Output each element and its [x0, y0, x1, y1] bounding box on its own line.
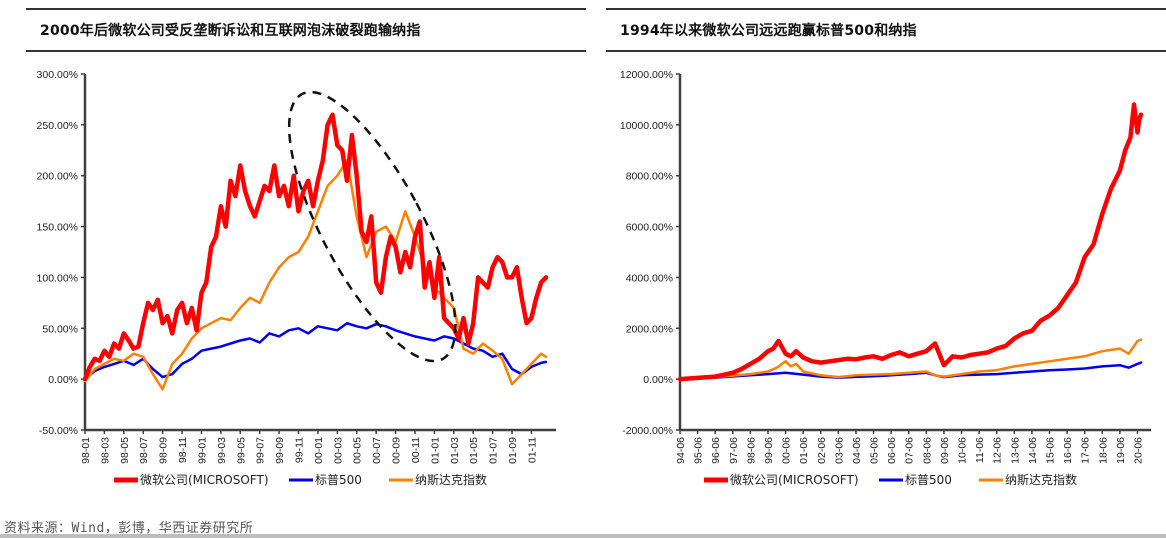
x-tick-label: 98-11: [177, 437, 189, 463]
series-line-sp500: [83, 321, 548, 381]
x-tick-label: 00-06: [781, 437, 793, 464]
x-tick-label: 08-06: [921, 437, 933, 464]
right-chart-title-bar: 1994年以来微软公司远远跑赢标普500和纳指: [606, 8, 1166, 52]
series-line-microsoft: [677, 102, 1144, 382]
x-tick-label: 17-06: [1080, 437, 1092, 464]
x-tick-label: 00-05: [352, 437, 364, 464]
x-tick-label: 07-06: [904, 437, 916, 464]
x-tick-label: 00-03: [332, 437, 344, 464]
left-chart-title-bar: 2000年后微软公司受反垄断诉讼和互联网泡沫破裂跑输纳指: [26, 8, 586, 52]
x-tick-label: 00-07: [371, 437, 383, 464]
x-tick-label: 02-06: [816, 437, 828, 464]
legend-label-microsoft: 微软公司(MICROSOFT): [730, 473, 859, 487]
x-tick-label: 98-03: [99, 437, 111, 464]
x-tick-label: 99-07: [255, 437, 267, 464]
right-chart-title: 1994年以来微软公司远远跑赢标普500和纳指: [620, 23, 917, 39]
x-tick-label: 98-01: [80, 437, 92, 464]
x-tick-label: 01-11: [526, 437, 538, 463]
y-tick-label: 300.00%: [37, 69, 78, 81]
legend-label-sp500: 标普500: [315, 473, 362, 487]
y-tick-label: 250.00%: [37, 120, 78, 132]
x-tick-label: 99-05: [235, 437, 247, 464]
x-tick-label: 99-11: [294, 437, 306, 463]
left-chart-panel: 2000年后微软公司受反垄断诉讼和互联网泡沫破裂跑输纳指 300.00% 250.…: [26, 0, 586, 500]
x-tick-label: 99-09: [274, 437, 286, 464]
x-tick-label: 99-01: [196, 437, 208, 464]
y-tick-label: 0.00%: [48, 374, 78, 386]
left-chart-title: 2000年后微软公司受反垄断诉讼和互联网泡沫破裂跑输纳指: [40, 23, 421, 39]
x-tick-label: 99-06: [763, 437, 775, 464]
x-tick-label: 05-06: [869, 437, 881, 464]
y-tick-label: -2000.00%: [622, 425, 673, 437]
y-tick-label: 4000.00%: [626, 272, 673, 284]
x-tick-label: 15-06: [1045, 437, 1057, 464]
x-tick-label: 01-06: [798, 437, 810, 464]
x-tick-label: 03-06: [833, 437, 845, 464]
x-tick-label: 09-06: [939, 437, 951, 464]
left-line-chart: 300.00% 250.00% 200.00% 150.00% 100.00% 50.00…: [37, 69, 556, 487]
y-tick-label: 50.00%: [42, 323, 78, 335]
y-tick-label: 6000.00%: [626, 222, 673, 234]
x-tick-label: 97-06: [728, 437, 740, 464]
x-tick-label: 01-09: [507, 437, 519, 464]
x-tick-label: 04-06: [851, 437, 863, 464]
y-tick-label: 8000.00%: [626, 171, 673, 183]
y-tick-label: 0.00%: [643, 374, 673, 386]
annotation-dashed-ellipse: [287, 90, 457, 363]
series-line-nasdaq: [83, 159, 548, 391]
x-tick-label: 18-06: [1097, 437, 1109, 464]
right-line-chart: 12000.00% 10000.00% 8000.00% 6000.00% 4000.0…: [620, 69, 1151, 487]
x-tick-label: 98-05: [119, 437, 131, 464]
chart-legend: 微软公司(MICROSOFT) 标普500 纳斯达克指数: [704, 472, 1077, 487]
x-tick-label: 95-06: [693, 437, 705, 464]
x-tick-label: 96-06: [710, 437, 722, 464]
x-tick-label: 01-03: [449, 437, 461, 464]
x-tick-label: 10-06: [957, 437, 969, 464]
x-tick-label: 06-06: [886, 437, 898, 464]
x-tick-label: 00-09: [391, 437, 403, 464]
y-tick-label: 12000.00%: [620, 69, 673, 81]
x-tick-label: 98-06: [745, 437, 757, 464]
x-tick-label: 00-11: [410, 437, 422, 463]
x-tick-label: 16-06: [1062, 437, 1074, 464]
y-tick-label: 200.00%: [37, 171, 78, 183]
legend-label-sp500: 标普500: [905, 473, 952, 487]
y-tick-label: 100.00%: [37, 272, 78, 284]
y-tick-label: 2000.00%: [626, 323, 673, 335]
series-line-microsoft: [82, 112, 549, 382]
right-chart-panel: 1994年以来微软公司远远跑赢标普500和纳指 12000.00% 10000.0…: [606, 0, 1166, 500]
x-tick-label: 20-06: [1132, 437, 1144, 464]
x-tick-label: 11-06: [974, 437, 986, 463]
bottom-divider: [0, 534, 1166, 538]
y-tick-label: -50.00%: [39, 425, 78, 437]
series-line-nasdaq: [678, 338, 1143, 381]
x-tick-label: 98-07: [138, 437, 150, 464]
y-tick-label: 10000.00%: [620, 120, 673, 132]
x-tick-label: 12-06: [992, 437, 1004, 464]
x-tick-label: 14-06: [1027, 437, 1039, 464]
x-tick-label: 13-06: [1009, 437, 1021, 464]
x-tick-label: 00-01: [313, 437, 325, 464]
legend-label-nasdaq: 纳斯达克指数: [1005, 472, 1077, 487]
x-tick-label: 99-03: [216, 437, 228, 464]
y-tick-label: 150.00%: [37, 222, 78, 234]
x-tick-label: 98-09: [158, 437, 170, 464]
legend-label-nasdaq: 纳斯达克指数: [415, 472, 487, 487]
chart-legend: 微软公司(MICROSOFT) 标普500 纳斯达克指数: [114, 472, 487, 487]
x-tick-label: 19-06: [1115, 437, 1127, 464]
x-tick-label: 01-05: [468, 437, 480, 464]
source-note: 资料来源：Wind，彭博，华西证券研究所: [4, 521, 254, 536]
legend-label-microsoft: 微软公司(MICROSOFT): [140, 473, 269, 487]
x-tick-label: 01-07: [488, 437, 500, 464]
x-tick-label: 01-01: [429, 437, 441, 464]
x-tick-label: 94-06: [675, 437, 687, 464]
